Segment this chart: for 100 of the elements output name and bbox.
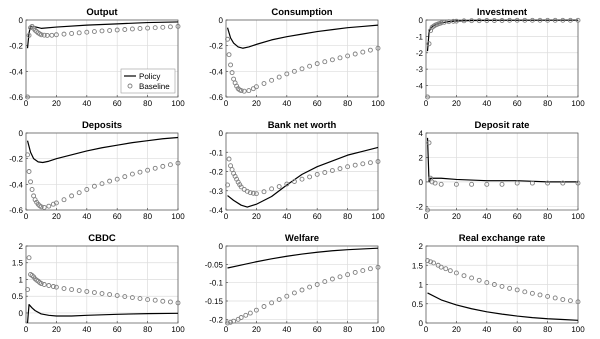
- point: [448, 268, 453, 274]
- point: [49, 32, 54, 38]
- point: [176, 24, 180, 29]
- point: [307, 64, 312, 69]
- point: [76, 190, 82, 196]
- point: [225, 320, 230, 326]
- point: [232, 174, 238, 179]
- point: [236, 316, 241, 322]
- point: [330, 276, 335, 282]
- point: [500, 284, 504, 289]
- line-series: [26, 304, 179, 324]
- chart-title: Welfare: [284, 233, 320, 244]
- point: [46, 283, 52, 288]
- point: [507, 18, 512, 23]
- point: [454, 182, 459, 187]
- point: [130, 172, 135, 177]
- point: [376, 159, 380, 164]
- point: [360, 50, 366, 55]
- point: [92, 184, 97, 189]
- point: [530, 180, 535, 186]
- x-tick-label: 40: [82, 325, 92, 334]
- x-tick-label: 60: [312, 99, 322, 108]
- point: [284, 182, 290, 186]
- x-tick-label: 100: [571, 325, 586, 334]
- point: [122, 294, 128, 299]
- point: [307, 174, 312, 180]
- point: [225, 182, 230, 188]
- x-tick-label: 20: [452, 325, 462, 334]
- point: [352, 270, 358, 275]
- point: [514, 18, 520, 23]
- point: [425, 258, 430, 264]
- point: [114, 293, 120, 298]
- point: [446, 19, 452, 24]
- point: [62, 197, 66, 202]
- y-tick-label: -0.1: [209, 278, 224, 288]
- x-tick-label: 20: [52, 212, 62, 221]
- point: [54, 32, 59, 38]
- point: [25, 287, 30, 292]
- point: [376, 264, 380, 270]
- x-tick-label: 60: [512, 99, 522, 108]
- point: [236, 180, 241, 185]
- point: [454, 18, 459, 24]
- point: [425, 208, 430, 212]
- y-tick-label: 1: [18, 275, 24, 284]
- x-tick-label: 40: [282, 99, 292, 108]
- point: [492, 18, 497, 23]
- x-tick-label: 80: [543, 212, 553, 221]
- point: [360, 268, 366, 274]
- point: [576, 18, 580, 23]
- x-tick-label: 60: [112, 325, 122, 334]
- point: [530, 18, 535, 23]
- x-tick-label: 40: [482, 325, 492, 334]
- point: [431, 260, 436, 266]
- point: [160, 164, 166, 169]
- point: [538, 18, 542, 23]
- point: [262, 81, 266, 86]
- y-tick-label: 0.5: [412, 300, 424, 309]
- point: [514, 180, 520, 186]
- y-tick-label: 2: [418, 242, 424, 251]
- point: [307, 284, 312, 290]
- point: [25, 152, 30, 158]
- point: [246, 88, 252, 94]
- point: [114, 28, 120, 32]
- x-tick-label: 80: [343, 325, 353, 334]
- point: [507, 286, 512, 291]
- point: [345, 53, 350, 58]
- point: [300, 176, 304, 182]
- point: [234, 176, 240, 182]
- point: [145, 26, 150, 31]
- point: [46, 204, 52, 209]
- point: [138, 26, 142, 31]
- point: [568, 18, 573, 23]
- point: [176, 300, 180, 306]
- point: [469, 182, 474, 187]
- point: [168, 299, 173, 304]
- point: [345, 164, 350, 170]
- point: [338, 274, 342, 280]
- point: [69, 31, 74, 36]
- point: [462, 273, 466, 278]
- chart-title: Real exchange rate: [458, 233, 546, 244]
- point: [338, 55, 342, 60]
- point: [560, 180, 566, 186]
- x-tick-label: 60: [312, 212, 322, 221]
- point: [50, 284, 56, 289]
- point: [145, 168, 150, 173]
- point: [138, 296, 142, 302]
- point: [237, 182, 242, 188]
- point: [100, 181, 104, 186]
- point: [62, 286, 66, 291]
- point: [360, 161, 366, 166]
- x-tick-label: 100: [571, 99, 586, 108]
- point: [450, 18, 456, 24]
- point: [44, 32, 50, 38]
- chart-title: Output: [86, 7, 118, 18]
- point: [476, 18, 482, 24]
- point: [228, 62, 234, 68]
- point: [284, 71, 290, 76]
- y-tick-label: 0: [218, 242, 224, 251]
- point: [530, 290, 535, 296]
- point: [292, 179, 297, 184]
